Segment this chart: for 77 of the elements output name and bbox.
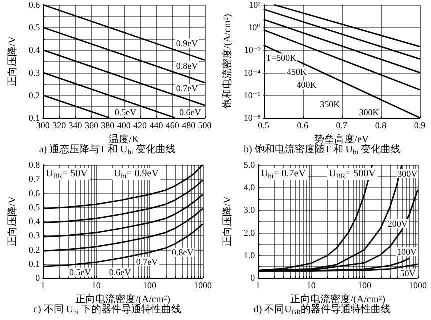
x-tick-label: 0.9	[414, 120, 426, 130]
annotation: 300V	[398, 169, 418, 180]
y-tick-label: 0	[250, 273, 256, 283]
x-tick-label: 1	[256, 280, 260, 290]
x-tick-label: 0.6	[297, 120, 309, 130]
y-tick-label: 10⁻⁸	[244, 113, 261, 123]
annotation: 0.8eV	[176, 61, 199, 72]
annotation: 0.8eV	[172, 248, 194, 258]
y-tick-label: 10⁻⁶	[244, 90, 261, 100]
y-tick-label: 4.0	[244, 182, 256, 193]
y-axis-title: 饱和电流密度/(A/cm²)	[222, 14, 234, 110]
x-tick-label: 340	[68, 120, 83, 130]
y-tick-label: 0.3	[28, 230, 41, 241]
x-tick-label: 460	[166, 120, 180, 130]
y-tick-label: 0	[36, 273, 41, 283]
x-tick-label: 100	[142, 280, 157, 290]
y-tick-label: 10⁰	[248, 22, 262, 33]
y-tick-label: 2.0	[244, 228, 256, 238]
x-tick-label: 380	[101, 120, 116, 130]
x-tick-label: 440	[150, 120, 164, 130]
y-tick-label: 5.0	[244, 160, 256, 170]
y-tick-label: 0.2	[28, 90, 40, 100]
annotation: 300K	[359, 108, 380, 118]
x-tick-label: 0.7	[336, 120, 348, 130]
x-tick-label: 1000	[194, 280, 212, 290]
x-tick-label: 400	[117, 120, 132, 130]
y-tick-label: 0.6	[28, 188, 41, 198]
x-tick-label: 300	[36, 120, 50, 130]
annotation: 0.6eV	[180, 107, 202, 118]
y-tick-label: 10⁻²	[244, 45, 262, 56]
annotation: 200V	[388, 218, 408, 229]
annotation: 0.7eV	[136, 256, 159, 267]
y-tick-label: 0.2	[28, 244, 40, 255]
annotation: 350K	[320, 100, 341, 110]
y-axis-title: 正向压降/V	[222, 196, 234, 246]
x-axis-title: 正向电流密度/(A/cm²)	[76, 293, 170, 306]
y-tick-label: 0.1	[28, 113, 40, 123]
y-tick-label: 10²	[249, 0, 262, 10]
annotation: 100V	[396, 247, 418, 258]
y-axis-title: 正向压降/V	[6, 36, 18, 86]
x-axis-title: 温度/K	[109, 133, 140, 146]
x-tick-label: 500	[198, 120, 212, 130]
y-tick-label: 0.4	[28, 216, 41, 226]
x-tick-label: 100	[358, 280, 372, 290]
x-tick-label: 480	[182, 120, 196, 130]
y-tick-label: 0.8	[28, 160, 41, 170]
x-tick-label: 320	[52, 120, 67, 130]
x-tick-label: 0.8	[375, 120, 388, 130]
annotation: 50V	[400, 268, 416, 278]
y-tick-label: 3.0	[244, 205, 256, 216]
y-tick-label: 0.4	[28, 45, 41, 56]
y-tick-label: 0.3	[28, 68, 41, 78]
annotation: 0.5eV	[114, 107, 138, 118]
y-tick-label: 0.5	[28, 22, 41, 33]
x-tick-label: 0.5	[258, 120, 270, 130]
x-axis-title: 正向电流密度/(A/cm²)	[290, 293, 386, 306]
annotation: 0.6eV	[109, 267, 132, 278]
y-tick-label: 0.7	[28, 174, 41, 184]
annotation: T=500K	[266, 53, 298, 64]
annotation: 450K	[286, 66, 308, 77]
y-tick-label: 1.0	[244, 250, 256, 260]
y-axis-title: 正向压降/V	[6, 196, 18, 246]
x-tick-label: 1000	[409, 280, 428, 290]
y-tick-label: 0.6	[28, 0, 41, 10]
annotation: 0.5eV	[70, 267, 92, 278]
annotation: 0.7eV	[176, 84, 199, 94]
y-tick-label: 0.5	[28, 202, 41, 212]
x-axis-title: 势垒高度/eV	[314, 133, 370, 146]
y-tick-label: 10⁻⁴	[244, 68, 261, 78]
x-tick-label: 1	[40, 280, 46, 290]
y-tick-label: 0.1	[28, 258, 40, 269]
annotation: 400K	[296, 80, 318, 90]
x-tick-label: 360	[84, 120, 99, 130]
x-tick-label: 10	[92, 280, 102, 290]
x-tick-label: 420	[134, 120, 148, 130]
annotation: 0.9eV	[176, 38, 199, 48]
x-tick-label: 10	[306, 280, 316, 290]
